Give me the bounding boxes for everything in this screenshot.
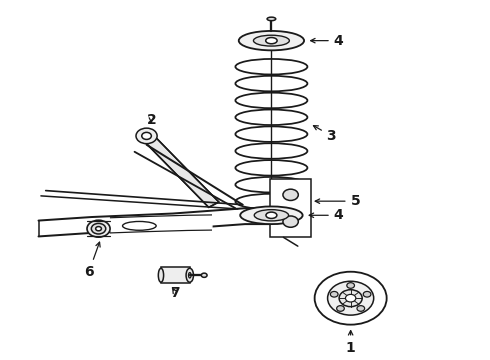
Text: 6: 6 [84,242,100,279]
Ellipse shape [122,221,156,230]
Ellipse shape [240,207,303,224]
Circle shape [345,294,356,302]
FancyBboxPatch shape [161,267,190,283]
Circle shape [363,292,371,297]
Circle shape [339,290,362,307]
Text: 5: 5 [315,194,360,208]
Ellipse shape [254,210,289,221]
Circle shape [136,128,157,144]
Ellipse shape [158,268,164,282]
Text: 2: 2 [147,113,156,127]
Text: 4: 4 [309,208,343,222]
Circle shape [283,189,298,201]
Text: 3: 3 [314,126,336,143]
Text: 7: 7 [171,286,180,300]
Ellipse shape [87,220,110,237]
Text: 4: 4 [311,33,343,48]
Ellipse shape [91,224,106,234]
Ellipse shape [267,17,276,21]
Ellipse shape [96,226,101,231]
Circle shape [337,306,344,311]
Circle shape [328,281,374,315]
Ellipse shape [201,273,207,277]
Ellipse shape [239,31,304,50]
Circle shape [283,216,298,227]
Ellipse shape [266,212,277,219]
Circle shape [315,272,387,325]
Circle shape [357,306,365,311]
Polygon shape [142,133,219,207]
Ellipse shape [186,268,194,282]
Circle shape [347,283,354,288]
Ellipse shape [266,37,277,44]
Text: 1: 1 [346,330,356,355]
Ellipse shape [253,35,290,46]
Circle shape [330,292,338,297]
Circle shape [142,132,151,139]
Ellipse shape [189,273,191,278]
FancyBboxPatch shape [270,179,311,237]
